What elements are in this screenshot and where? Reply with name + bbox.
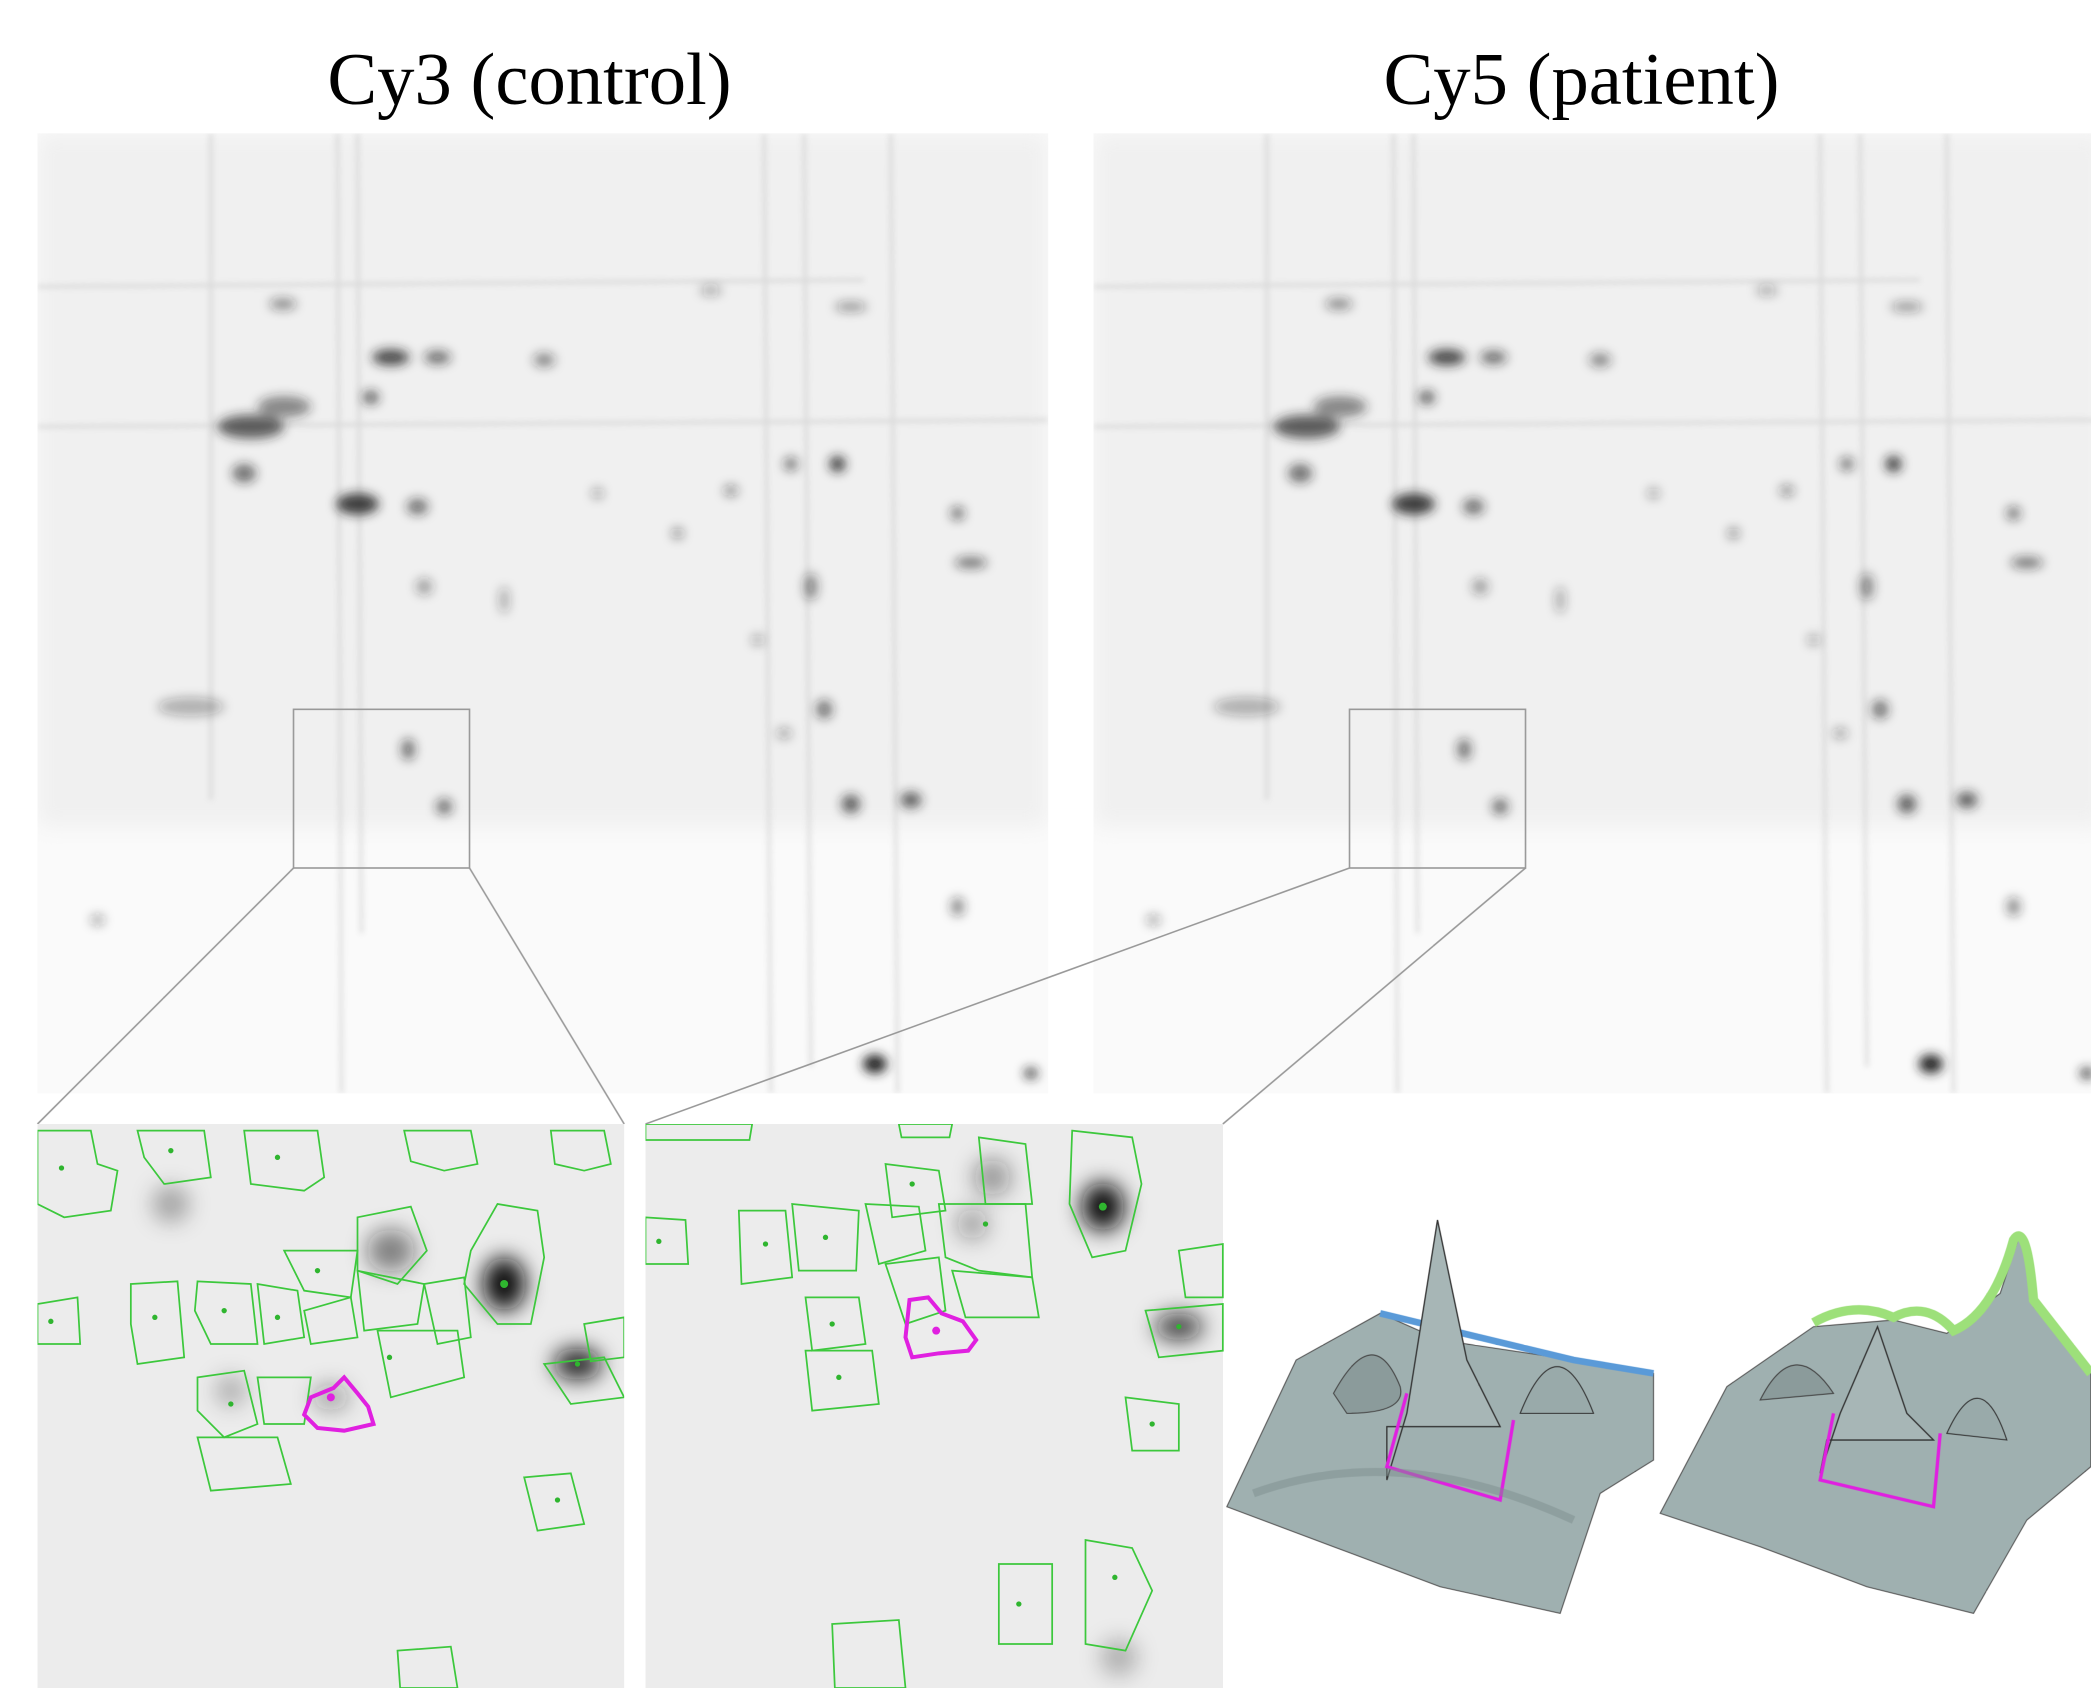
figure: Cy3 (control) Cy5 (patient) bbox=[0, 0, 2091, 1688]
surface-plot bbox=[1660, 1233, 2091, 1613]
zoom-panel bbox=[38, 1124, 625, 1688]
zoom-panel bbox=[646, 1124, 1223, 1688]
gel-image bbox=[1094, 133, 2091, 1093]
surface-plot bbox=[1227, 1220, 1654, 1613]
panel-title: Cy5 (patient) bbox=[1384, 38, 1780, 121]
panel-title: Cy3 (control) bbox=[327, 38, 731, 121]
gel-image bbox=[38, 133, 1049, 1093]
